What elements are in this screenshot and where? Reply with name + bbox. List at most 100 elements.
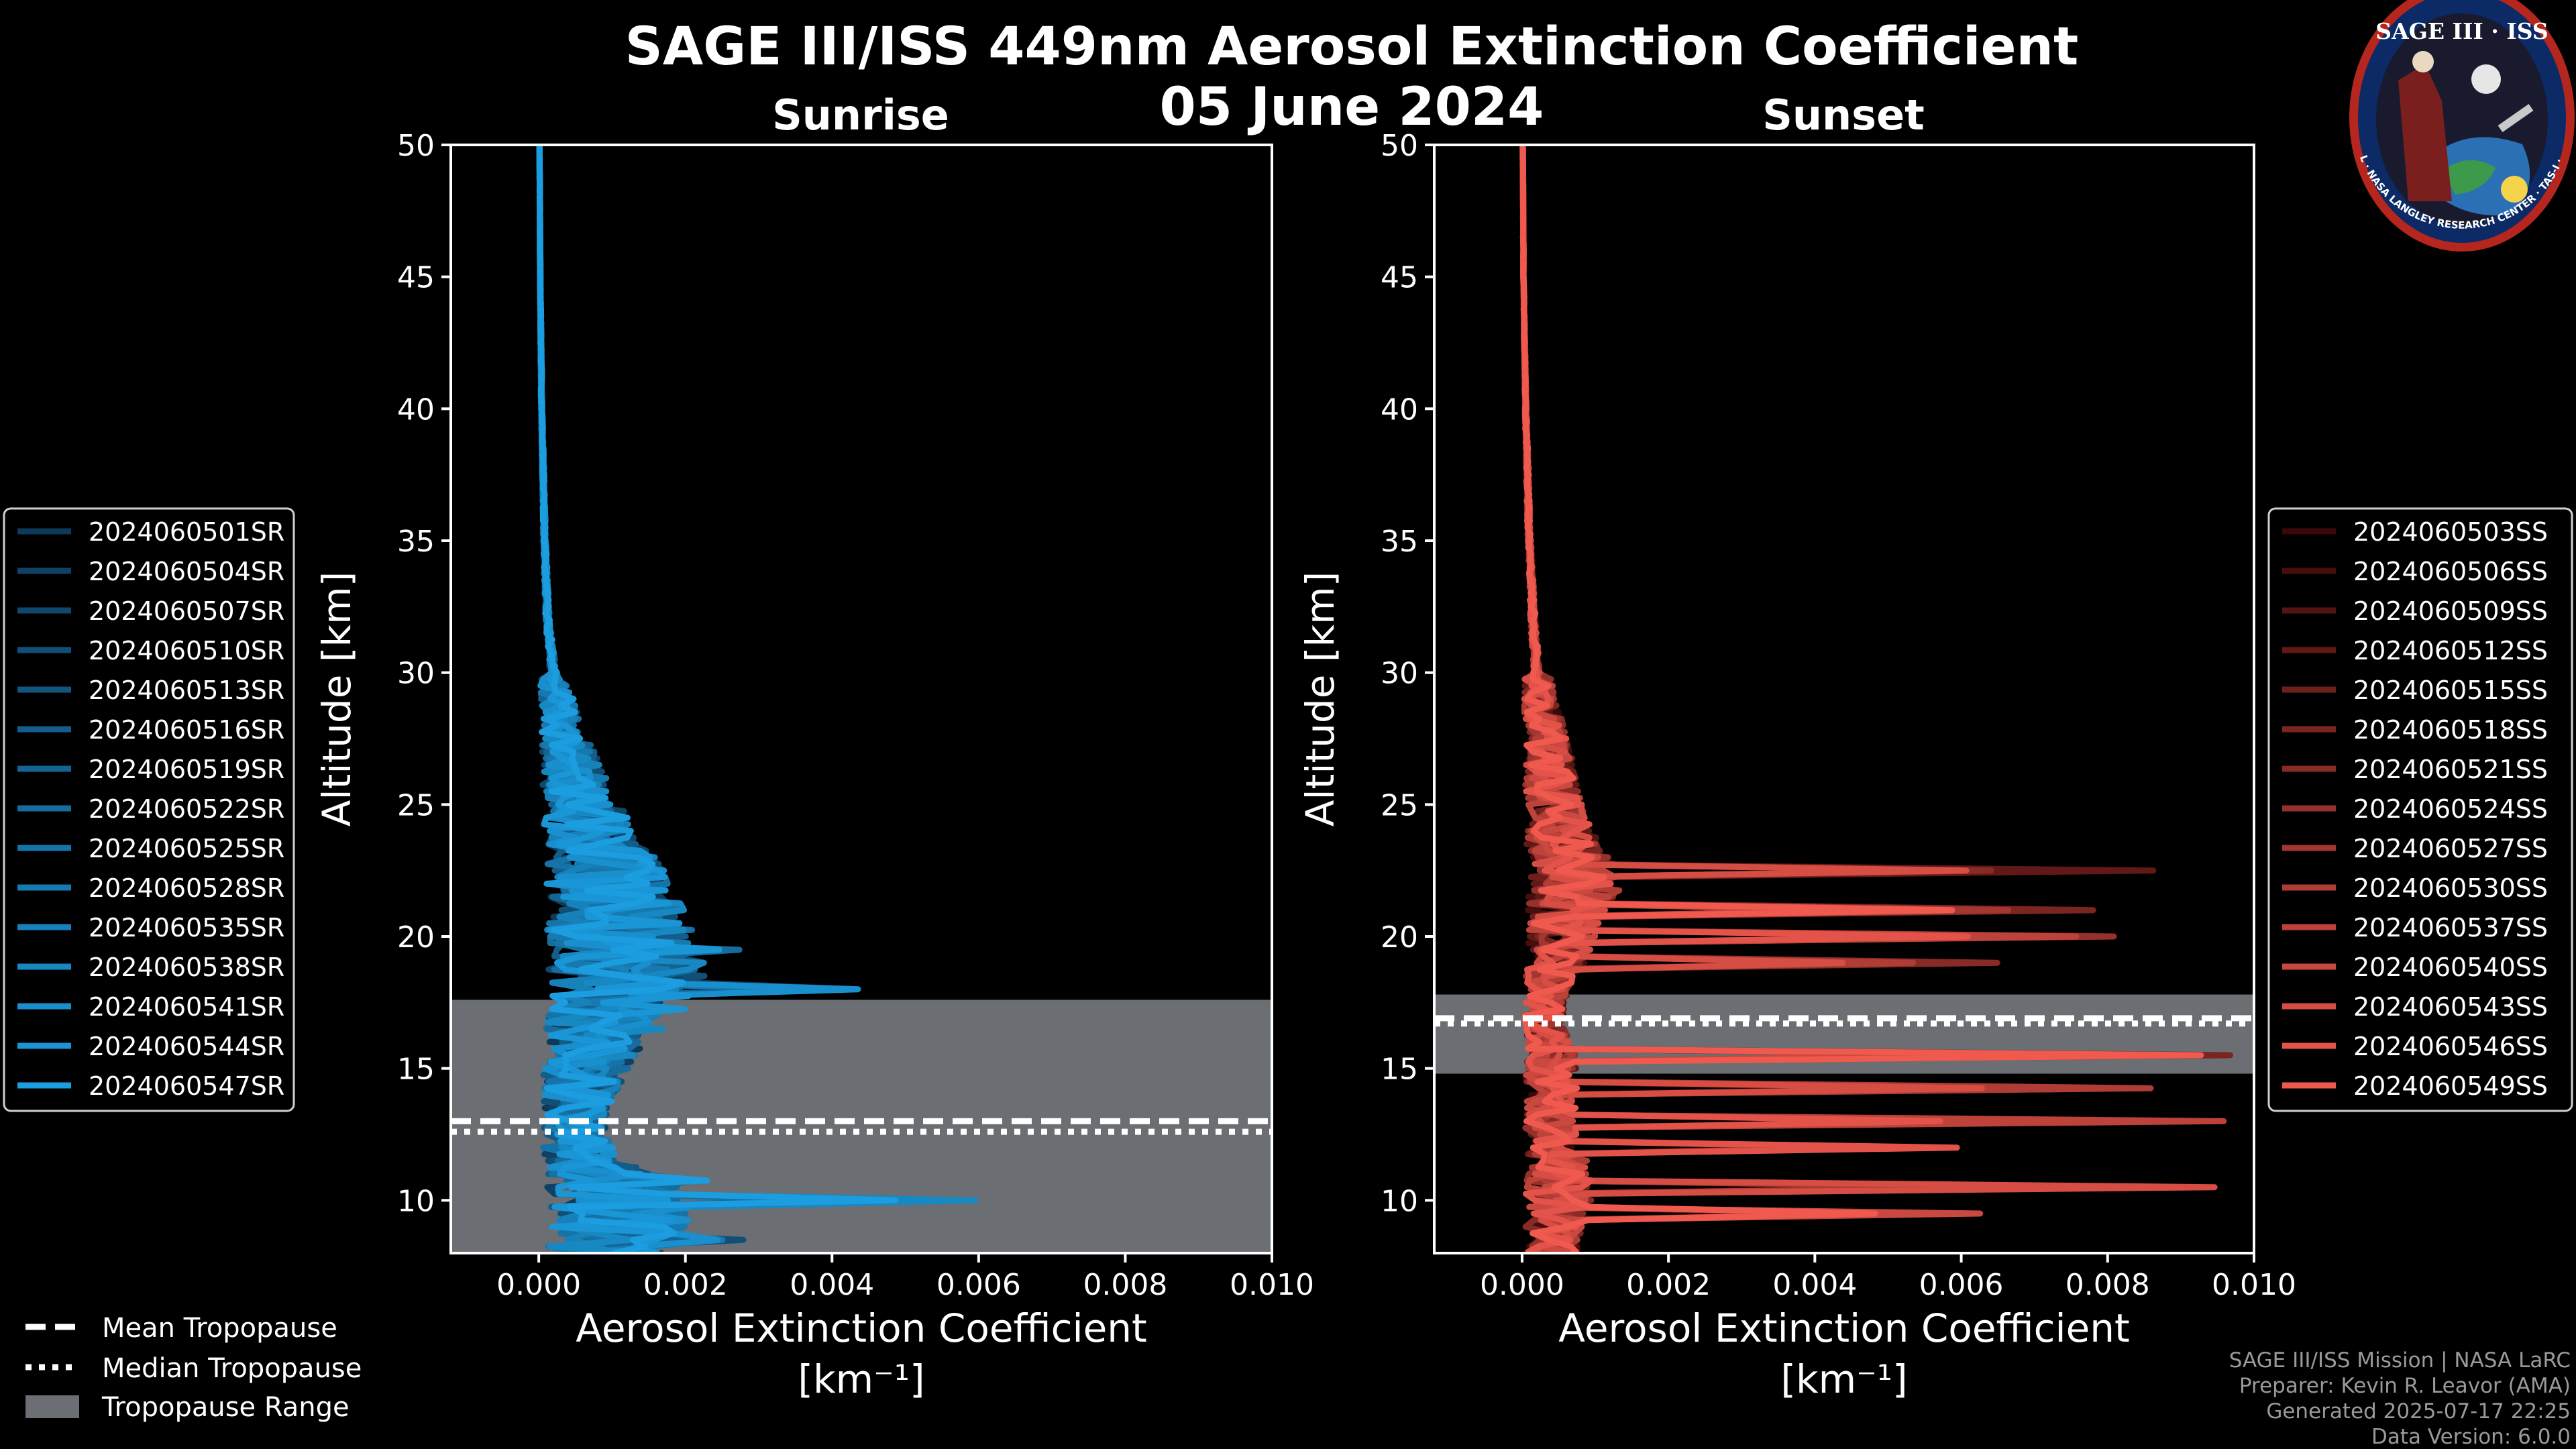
legend-tropopause-range-swatch <box>25 1395 79 1418</box>
legend-tropopause-range-label: Tropopause Range <box>101 1392 350 1423</box>
sunrise-legend-label: 2024060525SR <box>89 834 284 863</box>
sunrise-axes-frame <box>449 144 1273 1254</box>
legend-mean-tropopause-label: Mean Tropopause <box>102 1313 337 1344</box>
sunrise-ytick-label: 20 <box>397 920 435 955</box>
sunrise-chart: 0.000 0.002 0.004 0.006 0.008 0.010 10 15 20 25 30… <box>314 129 1314 1402</box>
sunrise-series-2024060547SR <box>536 145 899 1253</box>
sunrise-legend-label: 2024060513SR <box>89 676 284 705</box>
sunrise-xtick-label: 0.008 <box>1083 1268 1167 1302</box>
sunrise-legend-label: 2024060507SR <box>89 596 284 626</box>
sunset-legend-label: 2024060543SS <box>2353 992 2548 1022</box>
sunrise-ytick-label: 45 <box>397 261 435 295</box>
sunset-panel-title: Sunset <box>1762 91 1925 140</box>
sunrise-legend-label: 2024060516SR <box>89 715 284 745</box>
sunrise-ytick-label: 10 <box>397 1184 435 1218</box>
sunset-series-group <box>1519 145 2233 1253</box>
sunset-legend-label: 2024060506SS <box>2353 557 2548 586</box>
sunrise-legend-box <box>3 507 295 1112</box>
sunrise-legend-label: 2024060538SR <box>89 953 284 982</box>
sunset-ytick-label: 45 <box>1381 261 1418 295</box>
sunrise-legend: 2024060501SR 2024060504SR 2024060507SR 2024… <box>3 507 295 1112</box>
sunset-legend-label: 2024060530SS <box>2353 873 2548 903</box>
sunrise-legend-label: 2024060510SR <box>89 636 284 665</box>
sunset-ytick-label: 35 <box>1381 525 1418 559</box>
sunrise-ytick-label: 40 <box>397 392 435 427</box>
sunset-xaxis-label: Aerosol Extinction Coefficient <box>1558 1305 2130 1351</box>
sunrise-ytick-label: 25 <box>397 788 435 822</box>
sunset-xtick-label: 0.002 <box>1626 1268 1711 1302</box>
sunrise-ytick-label: 30 <box>397 657 435 691</box>
sunset-legend-label: 2024060549SS <box>2353 1071 2548 1101</box>
sunset-ytick-label: 25 <box>1381 788 1418 822</box>
sunset-legend-label: 2024060515SS <box>2353 676 2548 705</box>
figure-subtitle-date: 05 June 2024 <box>1160 77 1544 138</box>
sunrise-legend-label: 2024060528SR <box>89 873 284 903</box>
sunset-xtick-label: 0.010 <box>2212 1268 2296 1302</box>
sunset-legend: 2024060503SS 2024060506SS 2024060509SS 2024… <box>2267 507 2573 1112</box>
sunset-xaxis-unit: [km⁻¹] <box>1780 1356 1907 1402</box>
sun-icon <box>2501 176 2528 203</box>
sunset-legend-label: 2024060509SS <box>2353 596 2548 626</box>
sunset-series-2024060549SS <box>1519 145 2204 1253</box>
iss-icon <box>2498 104 2534 132</box>
sunrise-xtick-label: 0.006 <box>936 1268 1021 1302</box>
sunset-legend-label: 2024060521SS <box>2353 755 2548 784</box>
tropopause-legend: Mean Tropopause Median Tropopause Tropop… <box>25 1313 362 1423</box>
sunset-chart: 0.000 0.002 0.004 0.006 0.008 0.010 10 15 20 25 30… <box>1297 129 2296 1402</box>
credit-preparer: Preparer: Kevin R. Leavor (AMA) <box>2239 1374 2571 1398</box>
sunrise-series-group <box>536 145 979 1253</box>
sunset-xtick-label: 0.008 <box>2065 1268 2150 1302</box>
sunrise-xaxis-unit: [km⁻¹] <box>798 1356 924 1402</box>
sunrise-ytick-label: 15 <box>397 1053 435 1087</box>
sunset-legend-box <box>2267 507 2573 1112</box>
sunset-legend-label: 2024060540SS <box>2353 953 2548 982</box>
sunrise-legend-label: 2024060504SR <box>89 557 284 586</box>
sunset-yaxis-label: Altitude [km] <box>1297 572 1343 826</box>
sunrise-legend-label: 2024060541SR <box>89 992 284 1022</box>
sunrise-legend-label: 2024060544SR <box>89 1032 284 1061</box>
figure-title: SAGE III/ISS 449nm Aerosol Extinction Co… <box>625 17 2079 77</box>
continent-icon <box>2442 160 2496 195</box>
sunset-ytick-label: 40 <box>1381 392 1418 427</box>
sunset-legend-label: 2024060512SS <box>2353 636 2548 665</box>
sunrise-legend-label: 2024060522SR <box>89 794 284 824</box>
sunset-xtick-label: 0.004 <box>1772 1268 1857 1302</box>
sunset-ytick-label: 10 <box>1381 1184 1418 1218</box>
sunset-xtick-label: 0.006 <box>1919 1268 2004 1302</box>
sunrise-legend-label: 2024060535SR <box>89 913 284 943</box>
sunrise-legend-label: 2024060547SR <box>89 1071 284 1101</box>
sunset-ytick-label: 50 <box>1381 129 1418 163</box>
sunrise-legend-label: 2024060501SR <box>89 517 284 547</box>
sunset-xtick-label: 0.000 <box>1480 1268 1564 1302</box>
sunrise-xtick-label: 0.002 <box>643 1268 728 1302</box>
sunset-legend-label: 2024060518SS <box>2353 715 2548 745</box>
sunset-ytick-label: 20 <box>1381 920 1418 955</box>
moon-icon <box>2471 64 2501 94</box>
sunset-legend-label: 2024060537SS <box>2353 913 2548 943</box>
sunrise-ytick-label: 50 <box>397 129 435 163</box>
legend-median-tropopause-label: Median Tropopause <box>102 1353 362 1384</box>
sunset-legend-label: 2024060524SS <box>2353 794 2548 824</box>
sunrise-xtick-label: 0.000 <box>496 1268 581 1302</box>
credit-data-version: Data Version: 6.0.0 <box>2371 1425 2571 1449</box>
sunrise-xaxis-label: Aerosol Extinction Coefficient <box>576 1305 1147 1351</box>
sage-figure-icon <box>2398 64 2452 201</box>
sunrise-ytick-label: 35 <box>397 525 435 559</box>
logo-title: SAGE III · ISS <box>2375 18 2548 44</box>
sunrise-yaxis-label: Altitude [km] <box>314 572 360 826</box>
sunrise-xtick-label: 0.010 <box>1230 1268 1314 1302</box>
credits: SAGE III/ISS Mission | NASA LaRC Prepare… <box>2229 1348 2571 1449</box>
sunrise-panel-title: Sunrise <box>772 91 949 140</box>
sunset-legend-label: 2024060527SS <box>2353 834 2548 863</box>
sage-head-icon <box>2412 51 2434 72</box>
sunset-legend-label: 2024060546SS <box>2353 1032 2548 1061</box>
sunrise-xtick-label: 0.004 <box>790 1268 874 1302</box>
sunset-ytick-label: 30 <box>1381 657 1418 691</box>
sunset-axes-frame <box>1433 144 2255 1254</box>
sunrise-legend-label: 2024060519SR <box>89 755 284 784</box>
sunset-ytick-label: 15 <box>1381 1053 1418 1087</box>
credit-generated: Generated 2025-07-17 22:25 <box>2266 1399 2571 1424</box>
credit-mission: SAGE III/ISS Mission | NASA LaRC <box>2229 1348 2571 1373</box>
sunset-legend-label: 2024060503SS <box>2353 517 2548 547</box>
